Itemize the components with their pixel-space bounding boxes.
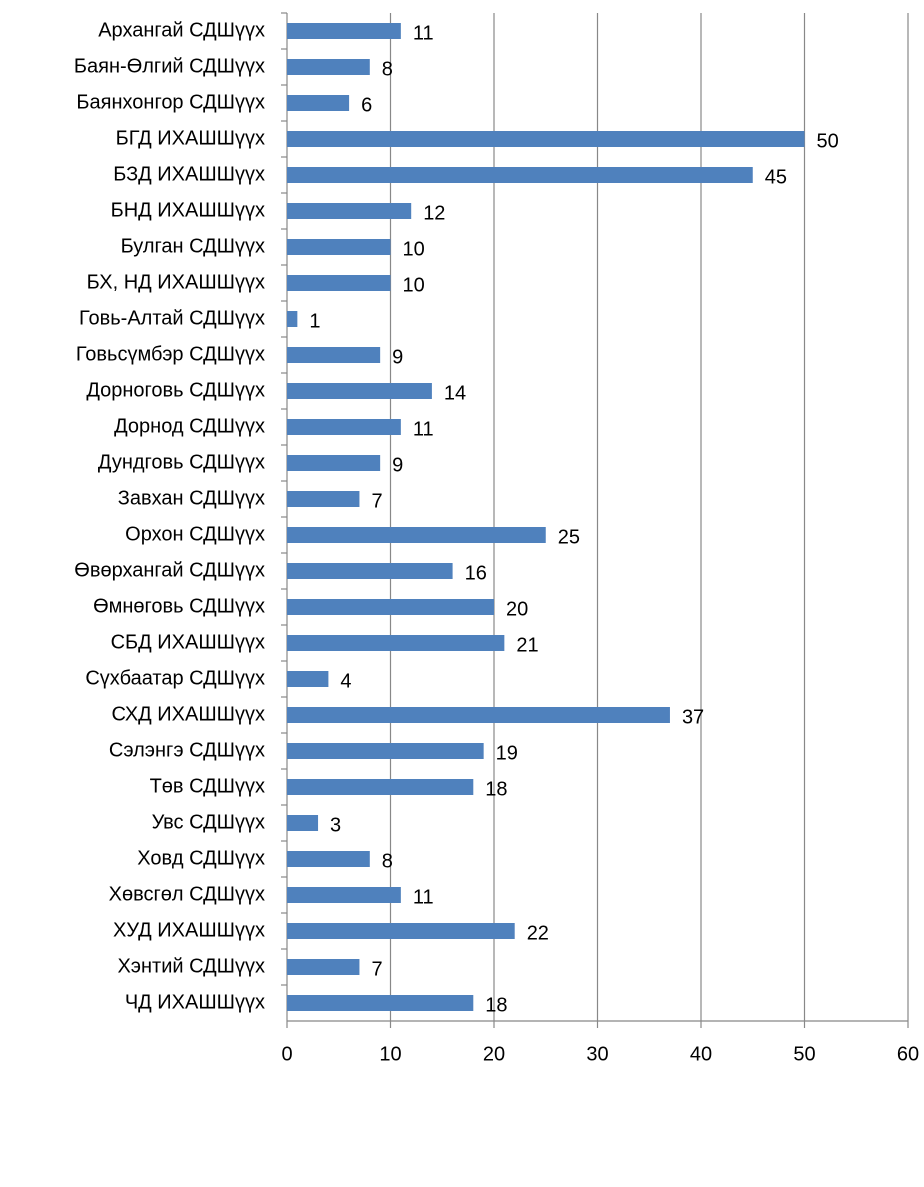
y-tick-label: Төв СДШүүх (150, 775, 265, 797)
bar (287, 995, 474, 1011)
y-tick-label: Дорнод СДШүүх (114, 415, 265, 437)
y-tick-label: Говь-Алтай СДШүүх (79, 307, 265, 329)
bar (287, 95, 350, 111)
data-label: 8 (382, 58, 393, 80)
y-tick-label: Хөвсгөл СДШүүх (109, 883, 265, 905)
data-label: 22 (527, 922, 549, 944)
data-label: 1 (309, 310, 320, 332)
bar (287, 743, 484, 759)
data-label: 18 (485, 778, 507, 800)
data-label: 20 (506, 598, 528, 620)
y-tick-label: ХУД ИХАШШүүх (113, 919, 265, 941)
bar (287, 239, 391, 255)
bar (287, 347, 381, 363)
y-tick-label: Сэлэнгэ СДШүүх (109, 739, 265, 761)
y-tick-label: Хэнтий СДШүүх (117, 955, 265, 977)
bar (287, 491, 360, 507)
bar (287, 419, 401, 435)
y-tick-label: Говьсүмбэр СДШүүх (76, 343, 265, 365)
y-tick-label: Завхан СДШүүх (118, 487, 265, 509)
x-tick-label: 20 (483, 1043, 505, 1065)
data-label: 21 (516, 634, 538, 656)
y-tick-label: БЗД ИХАШШүүх (113, 163, 265, 185)
data-label: 3 (330, 814, 341, 836)
data-label: 11 (413, 22, 434, 44)
y-tick-label: СХД ИХАШШүүх (112, 703, 265, 725)
bar (287, 455, 381, 471)
data-label: 11 (413, 418, 434, 440)
data-label: 7 (371, 958, 382, 980)
y-tick-label: Архангай СДШүүх (98, 19, 265, 41)
x-tick-label: 10 (379, 1043, 401, 1065)
bar (287, 275, 391, 291)
y-tick-label: СБД ИХАШШүүх (111, 631, 265, 653)
bar (287, 635, 505, 651)
bar (287, 563, 453, 579)
bar (287, 527, 546, 543)
bar (287, 59, 370, 75)
y-tick-label: Баянхонгор СДШүүх (76, 91, 265, 113)
bar (287, 815, 319, 831)
bar (287, 671, 329, 687)
data-label: 25 (558, 526, 580, 548)
bar (287, 959, 360, 975)
bar (287, 383, 432, 399)
x-tick-label: 30 (586, 1043, 608, 1065)
x-tick-label: 40 (690, 1043, 712, 1065)
data-label: 9 (392, 346, 403, 368)
data-label: 19 (496, 742, 518, 764)
data-label: 7 (371, 490, 382, 512)
x-tick-label: 60 (897, 1043, 919, 1065)
x-tick-label: 50 (793, 1043, 815, 1065)
y-tick-label: Ховд СДШүүх (137, 847, 265, 869)
y-tick-label: Орхон СДШүүх (125, 523, 265, 545)
data-label: 8 (382, 850, 393, 872)
data-label: 10 (403, 274, 425, 296)
bar (287, 923, 515, 939)
data-label: 9 (392, 454, 403, 476)
x-tick-label: 0 (281, 1043, 292, 1065)
y-tick-label: Увс СДШүүх (152, 811, 265, 833)
bar (287, 23, 401, 39)
data-label: 10 (403, 238, 425, 260)
data-label: 45 (765, 166, 787, 188)
y-tick-label: Дорноговь СДШүүх (86, 379, 265, 401)
y-tick-label: Булган СДШүүх (121, 235, 265, 257)
y-tick-label: Сүхбаатар СДШүүх (85, 667, 265, 689)
data-label: 14 (444, 382, 466, 404)
data-label: 37 (682, 706, 704, 728)
data-label: 16 (465, 562, 487, 584)
y-tick-label: ЧД ИХАШШүүх (125, 991, 265, 1013)
bar (287, 167, 753, 183)
y-tick-label: Дундговь СДШүүх (98, 451, 265, 473)
y-tick-label: Баян-Өлгий СДШүүх (74, 55, 265, 77)
bar (287, 311, 298, 327)
bar (287, 131, 805, 147)
y-tick-label: Өвөрхангай СДШүүх (74, 559, 265, 581)
data-label: 18 (485, 994, 507, 1016)
bar (287, 203, 412, 219)
y-tick-label: Өмнөговь СДШүүх (93, 595, 265, 617)
y-tick-label: БГД ИХАШШүүх (116, 127, 265, 149)
data-label: 6 (361, 94, 372, 116)
bar (287, 707, 670, 723)
bar (287, 851, 370, 867)
data-label: 50 (817, 130, 839, 152)
data-label: 12 (423, 202, 445, 224)
bar (287, 599, 494, 615)
data-label: 11 (413, 886, 434, 908)
bar (287, 887, 401, 903)
bar (287, 779, 474, 795)
data-label: 4 (340, 670, 351, 692)
y-tick-label: БНД ИХАШШүүх (111, 199, 265, 221)
y-tick-label: БХ, НД ИХАШШүүх (87, 271, 265, 293)
